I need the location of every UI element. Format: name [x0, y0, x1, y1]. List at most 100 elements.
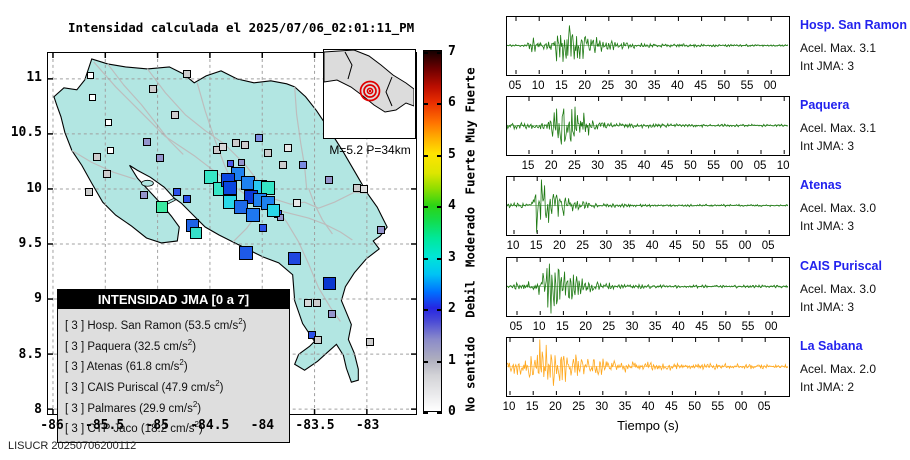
colorbar-tick [423, 206, 428, 209]
station-marker [183, 70, 191, 78]
station-marker [241, 141, 249, 149]
colorbar-tick [423, 103, 428, 106]
time-tick-label: 35 [622, 240, 636, 252]
time-tick-label: 00 [730, 160, 744, 172]
time-tick-label: 40 [671, 321, 685, 333]
station-marker [204, 170, 218, 184]
time-tick-label: 35 [648, 321, 662, 333]
time-tick-label: 00 [764, 321, 778, 333]
time-tick-label: 30 [624, 80, 638, 92]
time-tick-label: 25 [572, 401, 585, 413]
page-title: Intensidad calculada el 2025/07/06_02:01… [68, 20, 415, 35]
station-marker [234, 200, 248, 214]
colorbar-tick-label: 4 [448, 198, 456, 214]
station-marker [140, 191, 148, 199]
colorbar-tick [437, 206, 442, 209]
time-tick-label: 10 [502, 401, 516, 413]
colorbar-category-label: Debil [462, 280, 478, 318]
station-marker [104, 118, 112, 126]
y-axis-label: 8 [34, 402, 42, 418]
legend-item: [ 3 ] Palmares (29.9 cm/s2) [65, 399, 202, 415]
station-marker [308, 331, 316, 339]
intensity-colorbar [423, 50, 442, 412]
time-tick-label: 55 [741, 321, 755, 333]
station-marker [287, 251, 301, 265]
trace-accel-max: Acel. Max. 3.1 [800, 121, 877, 135]
time-tick-label: 45 [695, 321, 708, 333]
colorbar-category-label: Moderado [462, 206, 478, 268]
colorbar-tick [437, 412, 442, 414]
colorbar-tick [437, 52, 442, 54]
time-tick-label: 25 [576, 240, 589, 252]
x-axis-label: -86 [40, 418, 64, 433]
trace-int-jma: Int JMA: 3 [800, 59, 855, 73]
colorbar-category-label: Fuerte [462, 149, 478, 195]
time-tick-label: 10 [532, 321, 546, 333]
time-tick-label: 35 [614, 160, 628, 172]
time-tick-label: 50 [718, 321, 732, 333]
time-tick-label: 45 [664, 401, 678, 413]
time-tick-label: 55 [740, 80, 754, 92]
station-marker [325, 176, 333, 184]
seismogram-trace [507, 17, 788, 74]
y-axis-label: 11 [26, 70, 42, 85]
colorbar-tick [423, 412, 428, 414]
colorbar-tick [437, 103, 442, 106]
station-marker [232, 139, 240, 147]
station-marker [314, 336, 322, 344]
time-tick-labels: 10 15 20 25 30 35 40 45 50 55 00 05 [503, 401, 806, 415]
time-tick-label: 50 [683, 160, 697, 172]
x-axis-label: -85.5 [85, 418, 125, 433]
trace-int-jma: Int JMA: 2 [800, 380, 855, 394]
y-axis-label: 9.5 [18, 236, 42, 252]
time-tick-label: 00 [738, 240, 752, 252]
border-nicaragua [344, 51, 353, 80]
y-axis-label: 10 [26, 180, 42, 196]
time-tick-label: 40 [670, 80, 684, 92]
time-tick-label: 05 [508, 80, 522, 92]
colorbar-tick-label: 5 [448, 146, 456, 162]
station-marker [93, 153, 101, 161]
time-tick-label: 35 [647, 80, 661, 92]
station-marker [293, 199, 301, 207]
legend-item: [ 3 ] Paquera (32.5 cm/s2) [65, 337, 197, 353]
time-tick-label: 15 [554, 80, 568, 92]
time-tick-label: 45 [668, 240, 682, 252]
x-axis-label: -85 [145, 418, 169, 433]
time-tick-labels: 10 15 20 25 30 35 40 45 50 55 00 05 [506, 240, 806, 254]
inset-map-svg [323, 49, 415, 137]
time-tick-label: 40 [637, 160, 651, 172]
seismogram-trace [507, 258, 788, 315]
seismogram-box [506, 16, 790, 76]
event-magnitude-depth-label: M=5.2 P=34km [329, 143, 411, 157]
legend-item: [ 3 ] CAIS Puriscal (47.9 cm/s2) [65, 378, 224, 394]
seismogram-box [506, 257, 790, 317]
trace-accel-max: Acel. Max. 3.0 [800, 201, 877, 215]
colorbar-tick-label: 7 [448, 44, 456, 59]
station-marker [366, 338, 374, 346]
seismogram-box [506, 176, 790, 236]
station-marker [85, 188, 93, 196]
time-tick-labels: 05 10 15 20 25 30 35 40 45 50 55 00 [506, 80, 806, 94]
seismogram-box [506, 337, 790, 397]
station-marker [88, 93, 96, 101]
time-tick-label: 20 [544, 160, 558, 172]
time-tick-label: 10 [531, 80, 545, 92]
station-marker [322, 276, 336, 290]
station-marker [237, 158, 245, 166]
time-tick-label: 20 [578, 80, 591, 92]
station-marker [149, 85, 157, 93]
station-marker [226, 159, 234, 167]
colorbar-tick [423, 154, 428, 157]
station-marker [313, 299, 321, 307]
x-axis-label: -84.5 [190, 418, 230, 433]
legend-item: [ 3 ] CTP Jaco (18.2 cm/s2) [65, 420, 203, 435]
trace-int-jma: Int JMA: 3 [800, 139, 855, 153]
trace-station-name: La Sabana [800, 339, 863, 353]
time-tick-label: 30 [625, 321, 639, 333]
time-tick-label: 45 [660, 160, 674, 172]
border-panama [385, 76, 393, 107]
station-marker [219, 143, 227, 151]
station-marker [276, 213, 284, 221]
colorbar-tick [437, 257, 442, 260]
